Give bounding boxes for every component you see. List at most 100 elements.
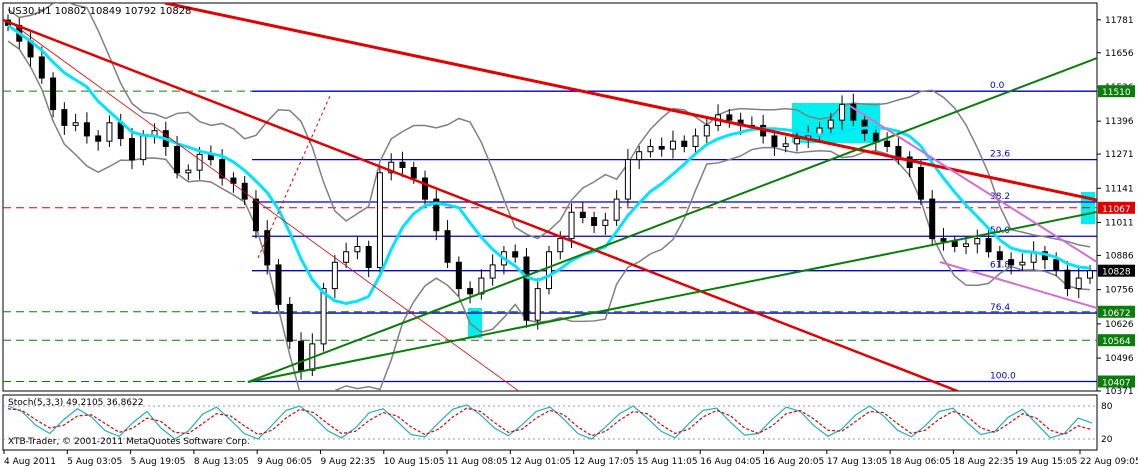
price-tick-label: 10886 bbox=[1105, 251, 1134, 261]
time-tick-label: 12 Aug 01:05 bbox=[510, 457, 571, 467]
candle-body bbox=[827, 119, 834, 129]
candle-body bbox=[512, 251, 519, 258]
time-tick-label: 11 Aug 08:05 bbox=[447, 457, 508, 467]
time-tick-label: 19 Aug 15:05 bbox=[1017, 457, 1078, 467]
price-labels: 11510 11067 10828 10672 10564 10407 bbox=[1098, 85, 1135, 389]
time-tick-label: 4 Aug 2011 bbox=[4, 457, 56, 467]
candle-body bbox=[658, 145, 665, 150]
price-label-box bbox=[1098, 334, 1135, 347]
time-tick-label: 10 Aug 15:05 bbox=[384, 457, 445, 467]
price-tick-label: 11781 bbox=[1105, 16, 1134, 26]
candle-body bbox=[534, 288, 541, 321]
time-tick-label: 5 Aug 19:05 bbox=[131, 457, 186, 467]
price-label-box bbox=[1098, 305, 1135, 318]
candle-body bbox=[298, 340, 305, 371]
candle-body bbox=[343, 251, 350, 263]
stochastic-panel-frame bbox=[2, 394, 1098, 451]
candle-body bbox=[546, 251, 552, 290]
candle-body bbox=[692, 135, 699, 147]
candle-body bbox=[681, 140, 688, 147]
price-tick-label: 10626 bbox=[1105, 320, 1134, 330]
candle-body bbox=[410, 167, 417, 179]
stochastic-level-label: 20 bbox=[1101, 435, 1113, 445]
candle-body bbox=[793, 138, 800, 145]
stochastic-title: Stoch(5,3,3) 49.2105 36.8622 bbox=[8, 398, 143, 408]
candle-body bbox=[50, 77, 57, 111]
fib-level-label: 0.0 bbox=[990, 81, 1005, 91]
candle-body bbox=[286, 303, 293, 342]
price-label-text: 10407 bbox=[1102, 379, 1131, 389]
price-label-text: 11067 bbox=[1102, 205, 1131, 215]
candle-body bbox=[669, 140, 676, 150]
candle-body bbox=[489, 264, 496, 279]
trendline-support-steep bbox=[247, 57, 1097, 383]
price-label-text: 10828 bbox=[1102, 268, 1131, 278]
fib-level-label: 23.6 bbox=[990, 150, 1010, 160]
price-label-box bbox=[1098, 201, 1135, 214]
stochastic-signal-line bbox=[7, 407, 1093, 437]
candle-body bbox=[568, 211, 575, 240]
candle-body bbox=[985, 238, 992, 253]
fib-level-label: 76.4 bbox=[990, 303, 1010, 313]
candle-body bbox=[61, 109, 68, 126]
price-tick-label: 10371 bbox=[1105, 387, 1134, 397]
trendline-support-shallow bbox=[247, 211, 1097, 383]
candle-body bbox=[963, 243, 970, 247]
candle-body bbox=[106, 122, 113, 142]
candle-body bbox=[839, 103, 846, 121]
candle-body bbox=[940, 238, 947, 242]
candle-body bbox=[523, 256, 530, 321]
time-tick-label: 17 Aug 13:05 bbox=[827, 457, 888, 467]
candle-body bbox=[38, 56, 45, 79]
stochastic-panel: 80 20 Stoch(5,3,3) 49.2105 36.8622 XTB-Tr… bbox=[2, 394, 1113, 451]
price-tick-label: 11396 bbox=[1105, 117, 1134, 127]
candle-body bbox=[1008, 259, 1015, 266]
candle-body bbox=[917, 167, 924, 200]
candle-body bbox=[219, 159, 226, 179]
candle-body bbox=[95, 135, 102, 142]
candle-body bbox=[128, 138, 135, 161]
time-tick-label: 9 Aug 22:35 bbox=[320, 457, 375, 467]
candle-body bbox=[624, 159, 631, 200]
trendline-resistance-steep bbox=[3, 18, 961, 391]
candle-body bbox=[872, 132, 879, 142]
bollinger-upper-line bbox=[7, 3, 1091, 248]
price-panel-frame bbox=[2, 2, 1098, 392]
moving-average-line bbox=[7, 24, 1091, 305]
fib-level-label: 38.2 bbox=[990, 192, 1010, 202]
time-tick-label: 5 Aug 03:05 bbox=[67, 457, 122, 467]
price-label-text: 11510 bbox=[1102, 88, 1131, 98]
candle-body bbox=[557, 238, 564, 253]
candle-body bbox=[1019, 261, 1026, 266]
candle-body bbox=[140, 135, 147, 161]
time-tick-label: 18 Aug 06:05 bbox=[890, 457, 951, 467]
candle-body bbox=[320, 288, 327, 345]
candle-body bbox=[444, 230, 451, 263]
time-tick-label: 16 Aug 04:05 bbox=[700, 457, 761, 467]
candle-body bbox=[1053, 259, 1060, 271]
candle-body bbox=[241, 182, 248, 200]
time-tick-label: 15 Aug 11:05 bbox=[637, 457, 698, 467]
price-label-box bbox=[1098, 85, 1135, 98]
candle-body bbox=[974, 238, 981, 245]
candle-body bbox=[422, 177, 429, 200]
candle-body bbox=[636, 151, 643, 161]
candle-body bbox=[613, 198, 620, 221]
candle-body bbox=[275, 264, 282, 305]
candle-body bbox=[726, 114, 733, 121]
candle-body bbox=[252, 198, 259, 232]
price-tick-label: 11141 bbox=[1105, 184, 1134, 194]
candle-body bbox=[1064, 269, 1071, 290]
candle-body bbox=[455, 261, 462, 290]
candle-body bbox=[895, 145, 902, 158]
candle-body bbox=[331, 261, 338, 290]
time-tick-label: 12 Aug 17:05 bbox=[574, 457, 635, 467]
candle-body bbox=[647, 145, 654, 153]
candle-body bbox=[771, 135, 778, 147]
stochastic-lines bbox=[7, 404, 1093, 440]
candle-body bbox=[264, 230, 271, 266]
candle-body bbox=[365, 245, 372, 269]
time-tick-label: 22 Aug 09:05 bbox=[1080, 457, 1138, 467]
